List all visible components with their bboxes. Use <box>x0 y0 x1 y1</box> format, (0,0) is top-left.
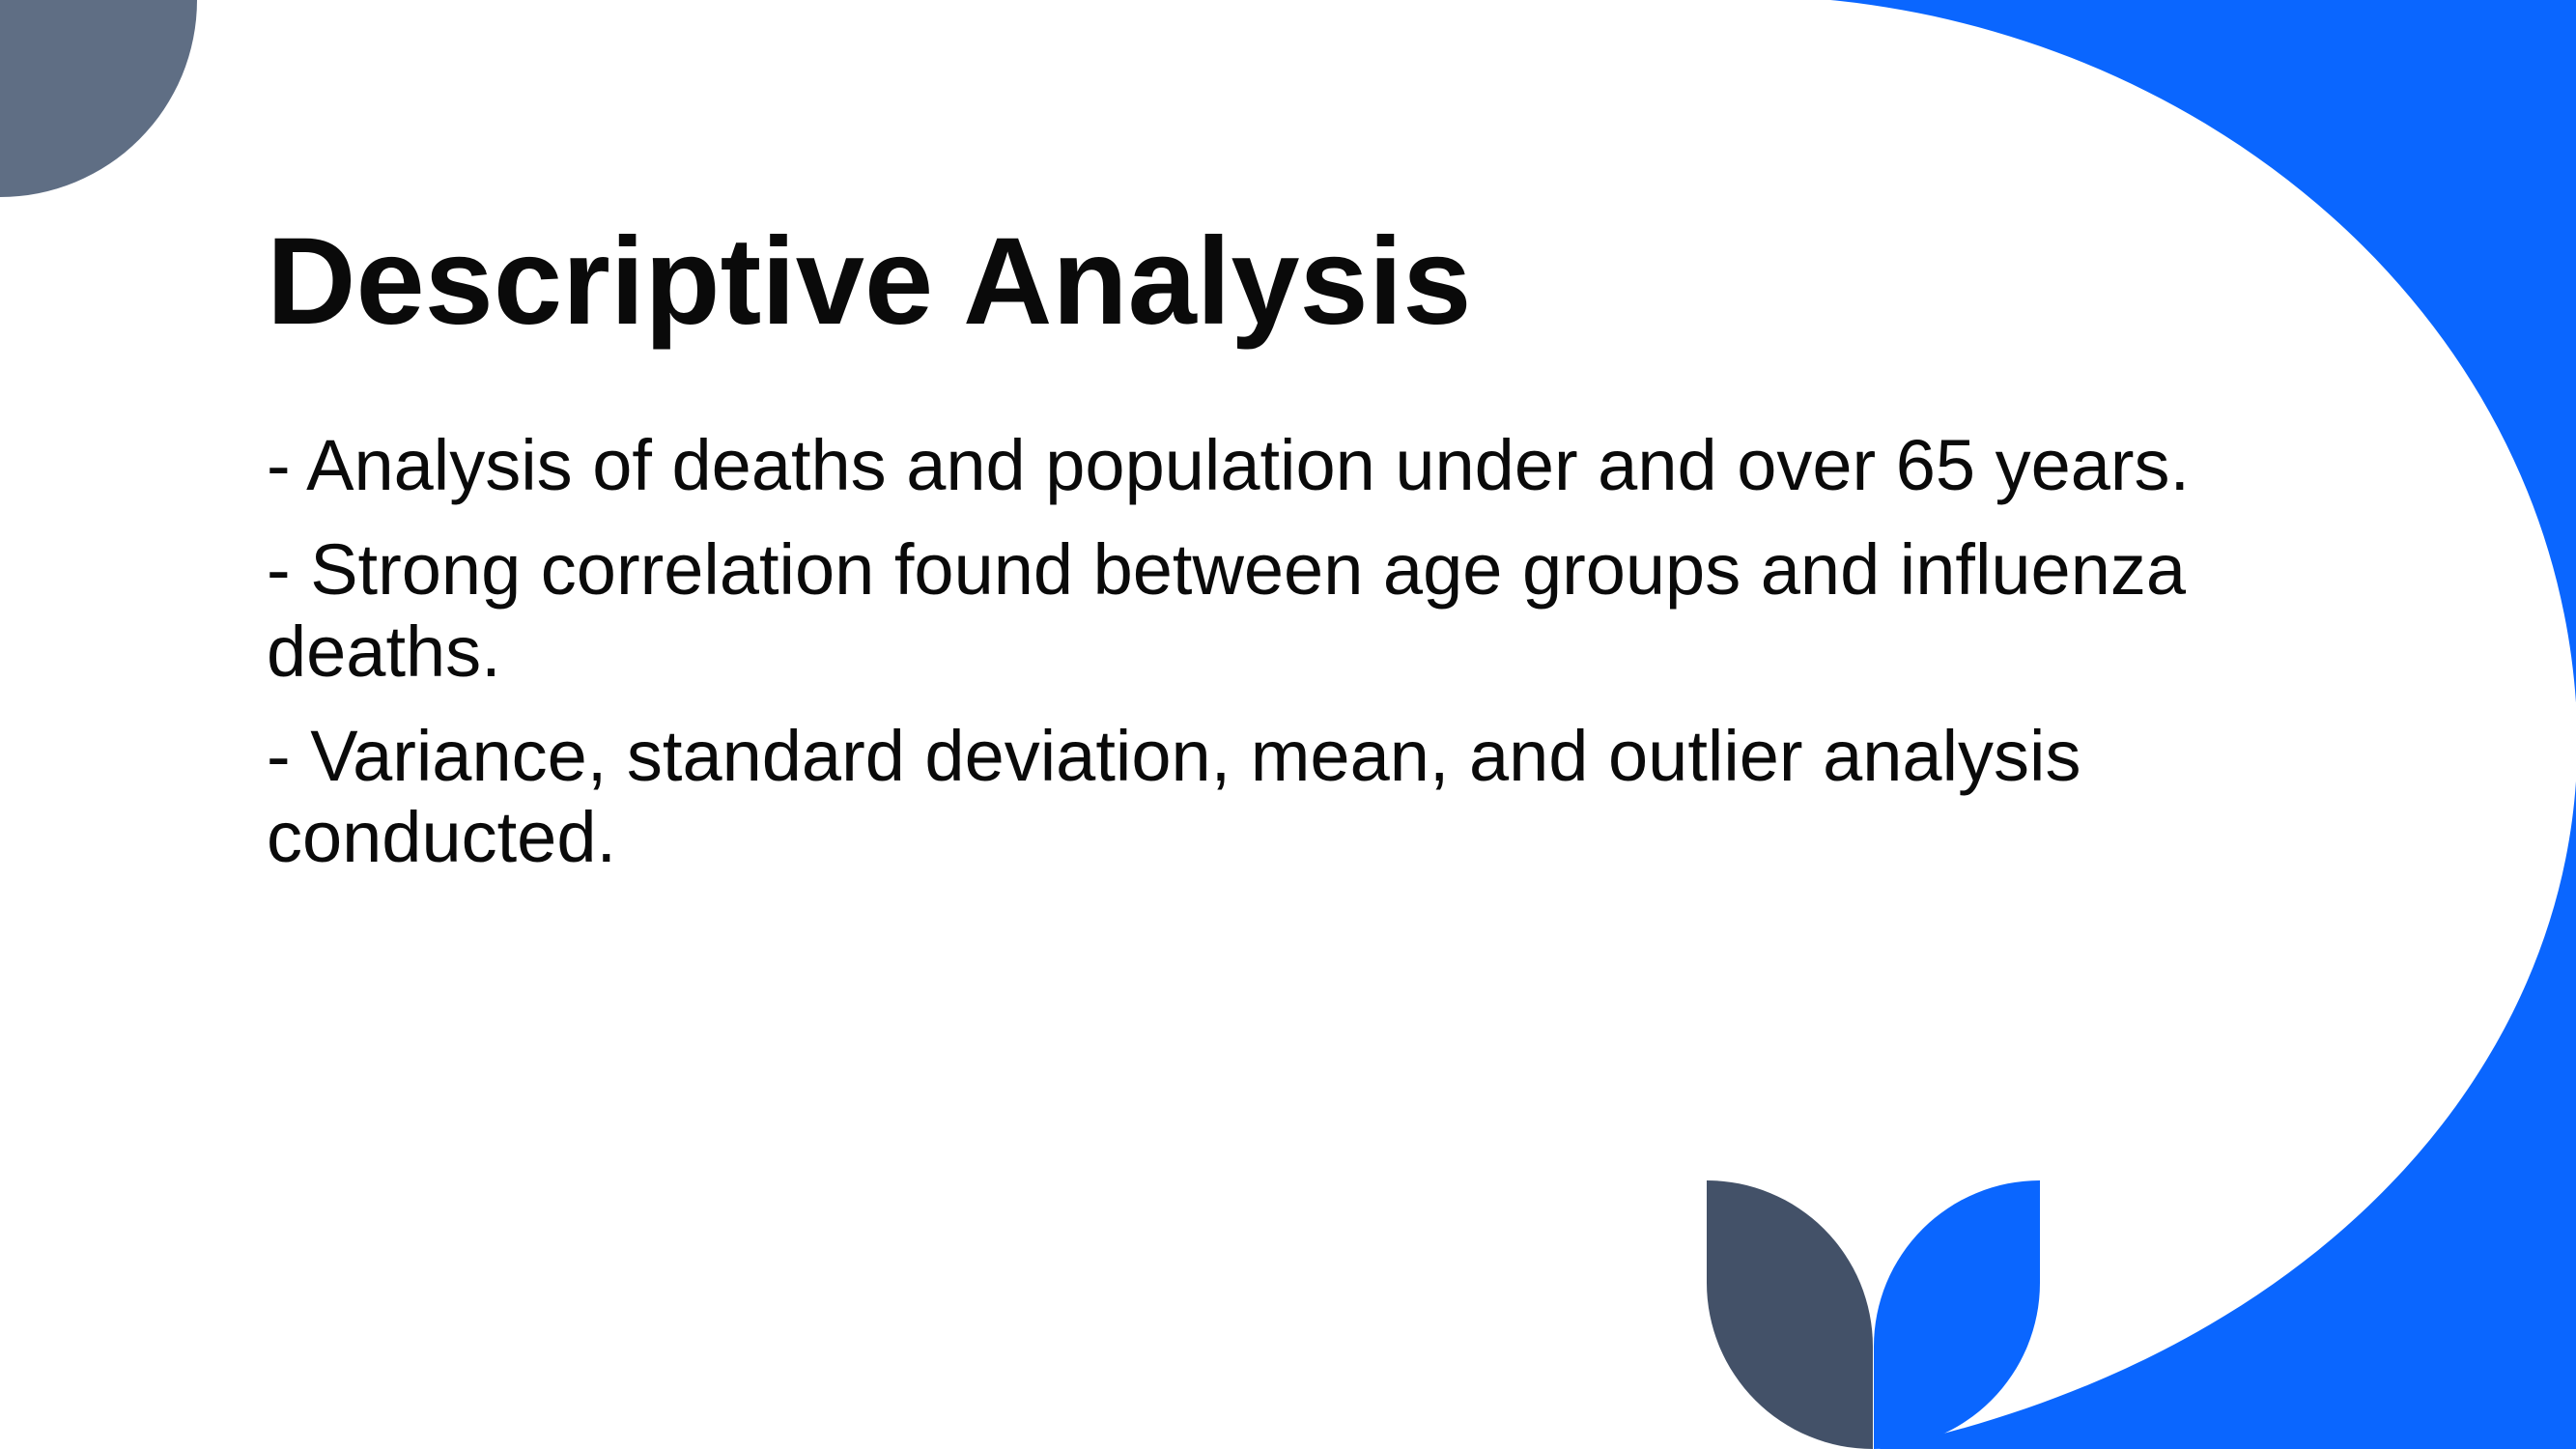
bullet-item: - Variance, standard deviation, mean, an… <box>267 716 2081 878</box>
right-blue-arc-shape <box>1830 0 2576 1449</box>
blue-leaf-shape <box>1874 1180 2040 1449</box>
top-left-quarter-circle <box>0 0 197 197</box>
bullet-list: - Analysis of deaths and population unde… <box>267 425 2334 902</box>
bullet-item: - Analysis of deaths and population unde… <box>267 425 2191 505</box>
slide-title: Descriptive Analysis <box>267 213 1472 351</box>
bullet-item: - Strong correlation found between age g… <box>267 529 2187 692</box>
dark-leaf-shape <box>1707 1180 1873 1449</box>
